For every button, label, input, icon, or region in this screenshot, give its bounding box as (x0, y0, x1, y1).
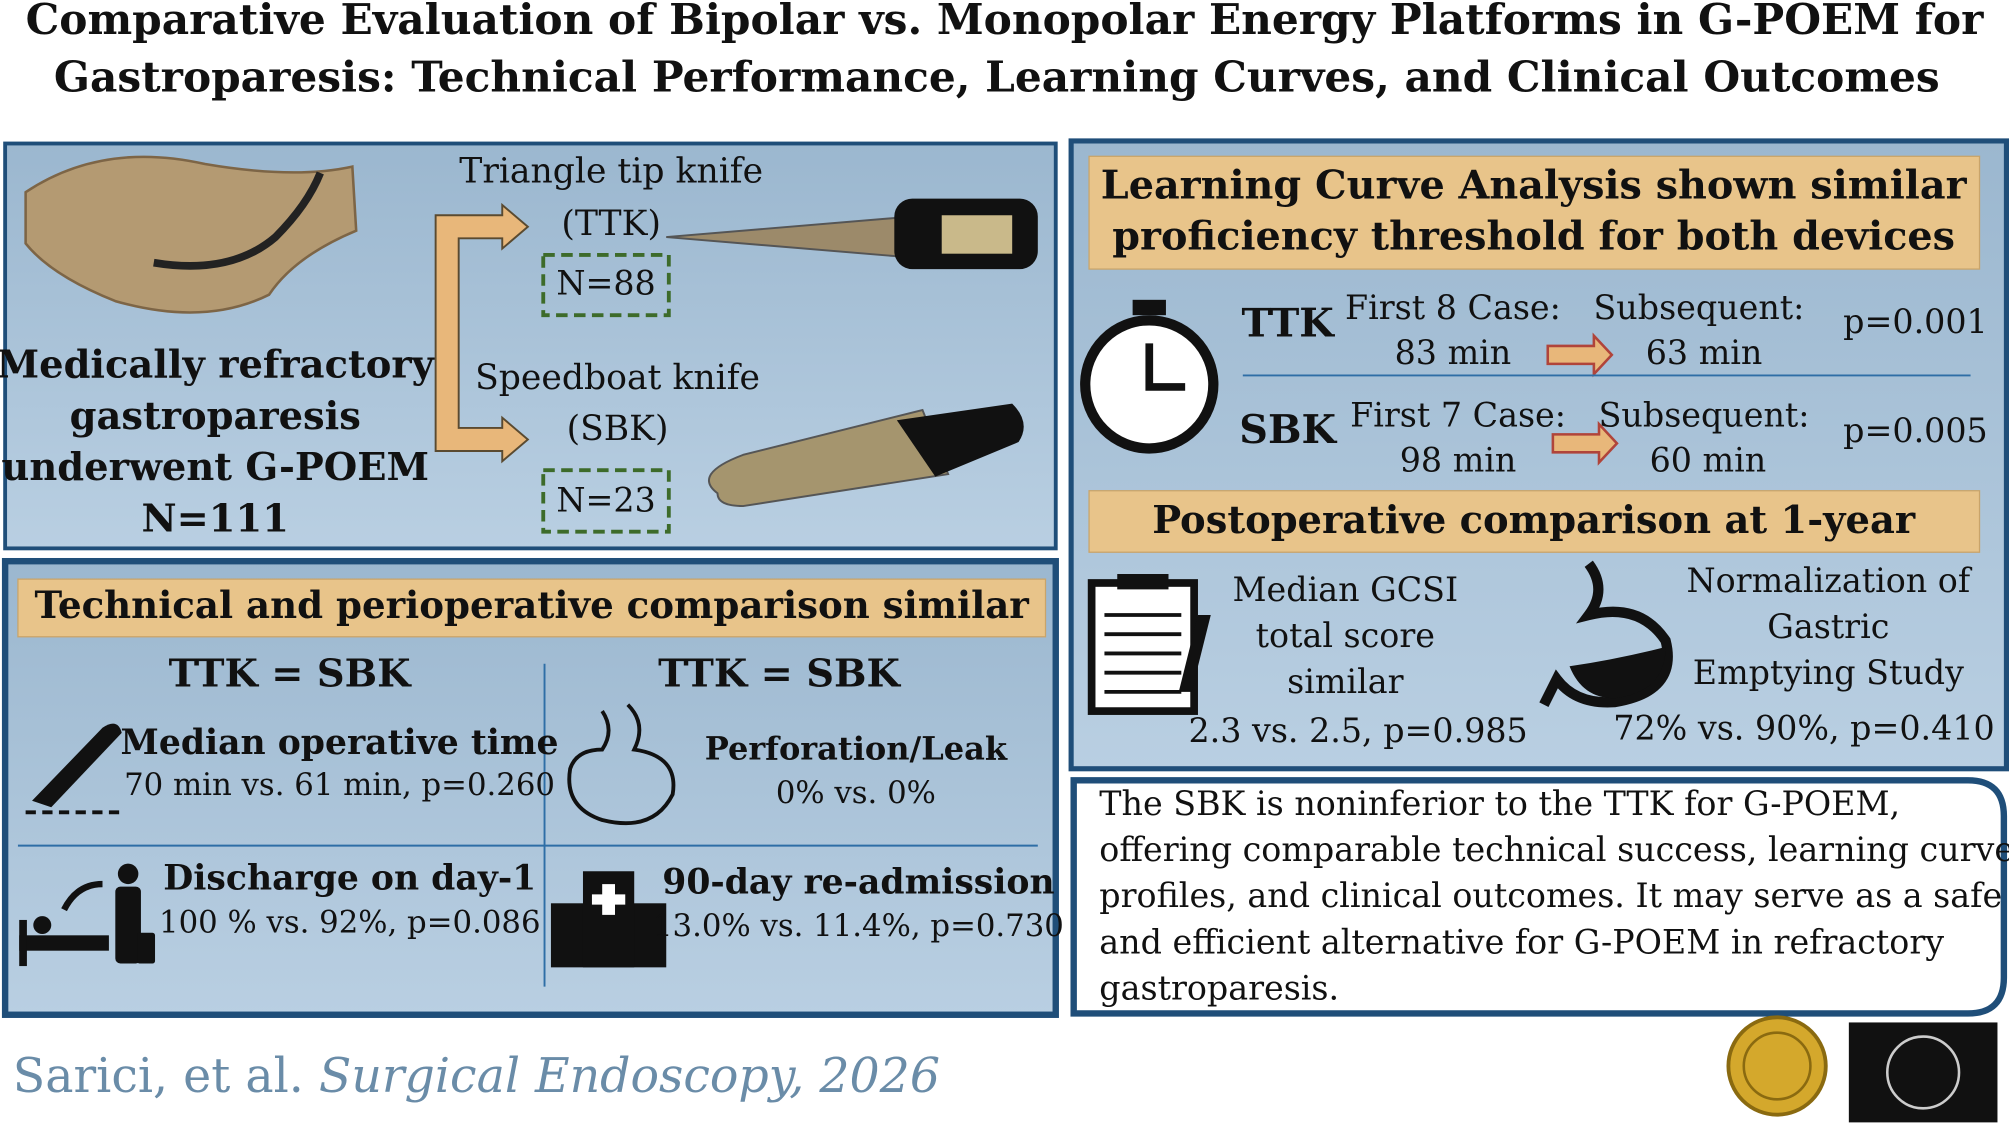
conclusion-line: offering comparable technical success, l… (1099, 830, 2009, 869)
cohort-label: Medically refractory (0, 343, 436, 388)
subsequent: 63 min (1646, 333, 1763, 372)
stomach-leak-icon (567, 703, 676, 826)
journal-logo (1848, 1022, 1998, 1123)
equation: TTK = SBK (658, 652, 901, 697)
section-heading: proficiency threshold for both devices (1112, 214, 1955, 260)
item-result: 70 min vs. 61 min, p=0.260 (124, 767, 555, 803)
item-label: Discharge on day-1 (163, 859, 536, 899)
citation: Sarici, et al. Surgical Endoscopy, 2026 (13, 1049, 940, 1104)
person-icon (115, 886, 141, 964)
pen-icon (1178, 615, 1211, 692)
title-line: Gastroparesis: Technical Performance, Le… (54, 52, 1940, 102)
journal-logo (1886, 1035, 1961, 1110)
stopwatch-hands (1145, 343, 1186, 391)
stomach-contents (1569, 647, 1666, 699)
first-cases: 83 min (1395, 333, 1512, 372)
section-heading: Postoperative comparison at 1-year (1152, 498, 1916, 543)
postop-result: 2.3 vs. 2.5, p=0.985 (1188, 711, 1527, 750)
arm-name: Speedboat knife (475, 358, 760, 398)
journal: Surgical Endoscopy, 2026 (319, 1049, 940, 1104)
postop-result: 72% vs. 90%, p=0.410 (1613, 708, 1994, 747)
arrow (1551, 420, 1619, 466)
stopwatch-icon (1132, 299, 1166, 316)
stomach-image (24, 155, 358, 314)
bed-icon (19, 919, 27, 967)
first-cases: 98 min (1400, 441, 1517, 480)
arm-name: (TTK) (561, 204, 661, 244)
endoscope (153, 171, 324, 270)
item-result: 100 % vs. 92%, p=0.086 (159, 904, 541, 940)
subsequent: 60 min (1650, 441, 1767, 480)
section-heading: Learning Curve Analysis shown similar (1101, 162, 1968, 208)
section-heading-box (1088, 490, 1981, 553)
arm-name: (SBK) (567, 409, 669, 449)
device: SBK (1239, 407, 1337, 453)
authors: Sarici, et al. (13, 1049, 304, 1104)
section-heading: Technical and perioperative comparison s… (35, 583, 1030, 627)
conclusion-line: profiles, and clinical outcomes. It may … (1099, 876, 2002, 915)
postop-label: Emptying Study (1693, 653, 1964, 692)
arm-n: N=88 (556, 264, 655, 303)
item-result: 13.0% vs. 11.4%, p=0.730 (653, 908, 1064, 944)
item-result: 0% vs. 0% (776, 775, 936, 811)
cohort-label: N=111 (141, 496, 289, 541)
title-line: Comparative Evaluation of Bipolar vs. Mo… (26, 0, 1984, 44)
scalpel-icon (32, 723, 122, 808)
subsequent: Subsequent: (1599, 396, 1810, 435)
patient-icon (33, 916, 52, 935)
arm-name: Triangle tip knife (459, 151, 763, 191)
item-label: 90-day re-admission (662, 863, 1054, 903)
postop-label: Normalization of (1686, 561, 1972, 600)
device: TTK (1242, 301, 1336, 347)
sbk-blade (708, 408, 950, 508)
cohort-label: underwent G-POEM (1, 445, 429, 490)
first-cases: First 7 Case: (1350, 396, 1566, 435)
conclusion-line: and efficient alternative for G-POEM in … (1099, 922, 1944, 961)
conclusion-line: The SBK is noninferior to the TTK for G-… (1099, 784, 1900, 823)
clipboard-lines (1104, 613, 1182, 694)
cross-icon (591, 884, 626, 915)
p-value: p=0.001 (1843, 302, 1988, 341)
arrow (1546, 332, 1614, 378)
p-value: p=0.005 (1843, 411, 1988, 450)
arrow-icon (61, 880, 103, 912)
section-heading-box (17, 578, 1047, 638)
section-heading-box (1088, 155, 1981, 270)
conclusion-box (1070, 777, 2008, 1017)
split-arrow (434, 202, 530, 464)
item-label: Perforation/Leak (705, 729, 1008, 767)
cohort-label: gastroparesis (70, 394, 361, 439)
ttk-label (941, 215, 1013, 254)
person-icon (117, 863, 139, 885)
bed-icon (19, 935, 109, 951)
luggage-icon (137, 932, 156, 964)
sbk-handle (896, 403, 1024, 477)
postop-label: similar (1287, 662, 1403, 701)
equation: TTK = SBK (169, 652, 412, 697)
first-cases: First 8 Case: (1345, 288, 1561, 327)
clipboard-icon (1117, 574, 1169, 590)
item-label: Median operative time (121, 723, 559, 763)
arm-n: N=23 (556, 480, 655, 519)
postop-label: Gastric (1767, 607, 1889, 646)
n-box (541, 468, 671, 534)
postop-label: total score (1256, 616, 1435, 655)
conclusion-line: gastroparesis. (1099, 968, 1339, 1007)
stomach-icon (1539, 560, 1673, 708)
subsequent: Subsequent: (1594, 288, 1805, 327)
society-logo (1742, 1031, 1812, 1101)
n-box (541, 253, 671, 318)
postop-label: Median GCSI (1232, 570, 1458, 609)
